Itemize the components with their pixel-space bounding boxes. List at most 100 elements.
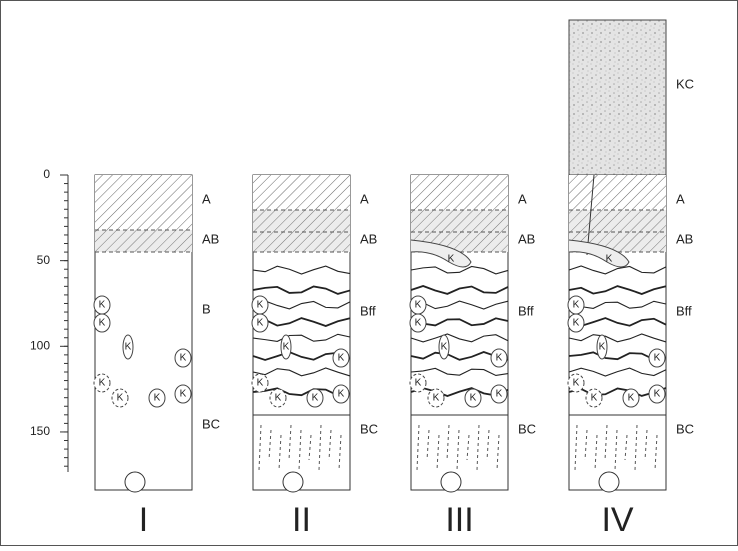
profile-numeral: IV [601,501,633,539]
ped-crack [252,317,351,327]
nodule-label: K [654,389,661,400]
horizon-label: A [202,191,211,206]
ped-crack [252,367,351,377]
nodule-label: K [338,389,345,400]
root-trace [644,429,648,461]
nodule-label: K [441,342,448,353]
nodule-label: K [628,393,635,404]
ped-crack [410,317,509,327]
ped-crack [252,285,351,295]
nodule-shape [410,239,472,268]
nodule-label: K [257,318,264,329]
nodule-shape [93,373,111,393]
nodule-label: K [154,393,161,404]
ped-crack [568,333,667,343]
nodule-shape [648,348,666,368]
kc-layer [568,19,667,176]
a-horizon [95,175,192,230]
root-trace [584,429,588,461]
nodule-shape [122,334,134,360]
nodule-shape [306,388,324,408]
nodule-label: K [117,393,124,404]
nodule-shape [648,384,666,404]
ped-crack [568,300,667,309]
horizon-label: Bff [676,303,692,318]
ped-crack [568,285,667,295]
nodule-shape [93,313,111,333]
stone [598,471,620,493]
nodule-label: K [470,393,477,404]
root-trace [476,424,480,471]
depth-label: 150 [30,424,50,438]
root-trace [328,429,332,461]
ped-crack [252,265,351,275]
nodule-shape [280,334,292,360]
nodule-shape [409,313,427,333]
ped-crack [568,317,667,327]
ab-horizon [95,230,192,252]
nodule-label: K [573,318,580,329]
nodule-shape [174,348,192,368]
horizon-label: BC [360,421,378,436]
horizon-label: Bff [360,303,376,318]
nodule-shape [251,313,269,333]
root-trace [624,434,628,461]
depth-label: 0 [43,167,50,181]
horizon-label: Bff [518,303,534,318]
nodule-shape [111,388,129,408]
nodule-label: K [283,342,290,353]
horizon-label: AB [518,231,535,246]
a-horizon [411,175,508,210]
nodule-shape [567,373,585,393]
horizon-label: BC [518,421,536,436]
nodule-label: K [99,300,106,311]
nodule-label: K [496,389,503,400]
stone [440,471,462,493]
nodule-label: K [180,353,187,364]
ped-crack [568,367,667,377]
horizon-label: BC [676,421,694,436]
ped-crack [410,285,509,295]
nodule-label: K [180,389,187,400]
a-horizon [569,175,666,210]
ped-crack [252,300,351,310]
nodule-shape [622,388,640,408]
root-trace [486,429,490,461]
nodule-shape [332,384,350,404]
horizon-label: KC [676,76,694,91]
ped-crack [410,333,509,343]
profile-numeral: I [139,501,148,539]
nodule-label: K [599,342,606,353]
root-trace [426,429,430,461]
ped-crack [252,333,351,342]
ped-crack [568,265,667,275]
nodule-label: K [275,393,282,404]
nodule-label: K [591,393,598,404]
nodule-shape [174,384,192,404]
crack [586,174,595,256]
nodule-shape [596,334,608,360]
nodule-label: K [606,254,613,265]
nodule-label: K [257,300,264,311]
nodule-label: K [415,318,422,329]
nodule-label: K [496,353,503,364]
profile-numeral: II [292,501,311,539]
nodule-shape [427,388,445,408]
root-trace [634,424,638,471]
nodule-label: K [415,378,422,389]
root-trace [574,424,578,471]
ped-crack [410,265,509,275]
ped-crack [410,367,509,377]
root-trace [318,424,322,471]
nodule-label: K [573,300,580,311]
horizon-label: B [202,301,211,316]
root-trace [466,434,470,461]
nodule-shape [438,334,450,360]
root-trace [614,429,618,471]
nodule-label: K [338,353,345,364]
horizon-label: A [360,191,369,206]
horizon-label: AB [360,231,377,246]
